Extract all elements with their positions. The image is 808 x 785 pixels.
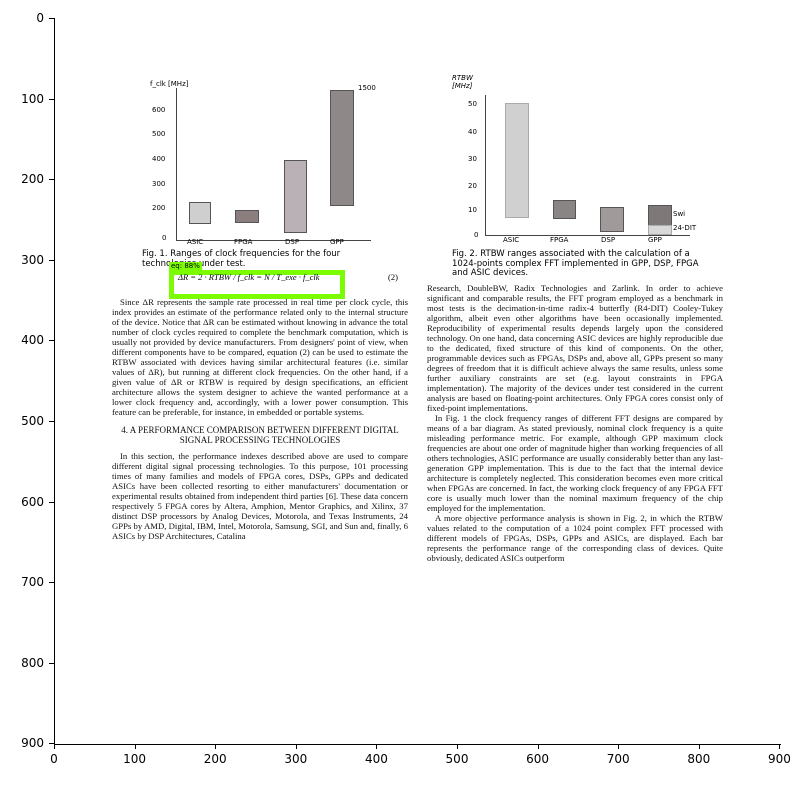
fig2-cat: FPGA [550, 236, 569, 244]
x-tick-mark [698, 744, 700, 749]
fig2-legend: Swi [673, 210, 686, 218]
y-tick-mark [49, 662, 54, 664]
fig2-xaxis [485, 235, 690, 236]
fig2-ylabel: RTBW [MHz] [452, 74, 473, 90]
x-tick-label: 900 [767, 752, 791, 766]
image-canvas [54, 18, 780, 744]
x-axis-line [54, 744, 781, 745]
fig2-cat: ASIC [503, 236, 520, 244]
y-tick-mark [49, 259, 54, 261]
fig1-yaxis [176, 88, 177, 240]
y-tick-label: 0 [36, 11, 44, 25]
y-tick-label: 400 [21, 333, 44, 348]
fig2-bar-fpga [553, 200, 576, 219]
fig1-bar-fpga [235, 210, 259, 223]
y-tick-label: 300 [21, 252, 44, 267]
equation-text: ΔR = 2 · RTBW / f_clk = N / T_exe · f_cl… [178, 272, 320, 282]
right-column: Research, DoubleBW, Radix Technologies a… [427, 283, 723, 563]
y-tick-label: 200 [21, 172, 44, 187]
fig2-ytick: 40 [468, 128, 477, 136]
fig2-ytick: 0 [474, 231, 479, 239]
right-paragraph-3: A more objective performance analysis is… [427, 513, 723, 563]
fig2-bar-gpp-lower [648, 225, 672, 235]
x-tick-label: 400 [364, 752, 388, 766]
equation-number: (2) [388, 272, 398, 282]
fig1-bar-dsp [284, 160, 307, 233]
section-heading: 4. A PERFORMANCE COMPARISON BETWEEN DIFF… [121, 425, 399, 445]
left-column: Since ΔR represents the sample rate proc… [112, 297, 408, 541]
fig1-cat: DSP [285, 238, 300, 246]
x-tick-mark [54, 744, 55, 749]
y-tick-label: 600 [21, 494, 44, 509]
x-tick-label: 700 [606, 752, 630, 766]
x-tick-label: 800 [687, 752, 711, 766]
y-tick-mark [49, 179, 54, 181]
equation: ΔR = 2 · RTBW / f_clk = N / T_exe · f_cl… [178, 272, 408, 282]
fig1-ylabel: f_clk [MHz] [150, 80, 189, 88]
fig1-cat: ASIC [187, 238, 204, 246]
y-tick-mark [49, 340, 54, 342]
x-tick-mark [376, 744, 378, 749]
fig2-bar-asic [505, 103, 529, 218]
detection-label: eq: 88% [169, 262, 202, 270]
x-tick-label: 100 [123, 752, 147, 766]
y-tick-label: 500 [21, 414, 44, 428]
fig1-xaxis [176, 240, 371, 241]
x-tick-label: 300 [284, 752, 308, 766]
fig1-bar-asic [189, 202, 211, 224]
x-tick-mark [457, 744, 458, 749]
y-tick-mark [49, 743, 54, 745]
fig2-bar-gpp [648, 205, 672, 227]
fig1-cat: FPGA [234, 238, 253, 246]
x-tick-label: 200 [203, 752, 227, 766]
y-tick-mark [49, 18, 54, 19]
fig1-ytick: 400 [152, 155, 166, 163]
fig2-cat: GPP [648, 236, 662, 244]
fig2-legend: 24-DIT [673, 224, 697, 232]
fig1-cat: GPP [330, 238, 344, 246]
fig2-ytick: 30 [468, 155, 477, 163]
y-axis-line [54, 18, 55, 745]
fig1-ytick: 600 [152, 106, 166, 114]
left-paragraph-1: Since ΔR represents the sample rate proc… [112, 297, 408, 417]
fig2-ytick: 50 [468, 100, 477, 108]
fig2-ytick: 10 [468, 206, 477, 214]
right-paragraph-2: In Fig. 1 the clock frequency ranges of … [427, 413, 723, 513]
fig2-ytick: 20 [468, 182, 477, 190]
x-tick-label: 0 [50, 752, 58, 766]
fig2-caption: Fig. 2. RTBW ranges associated with the … [452, 249, 699, 278]
fig1-ytick: 200 [152, 204, 166, 212]
x-tick-mark [295, 744, 297, 749]
fig1-ytick: 0 [162, 234, 167, 242]
x-tick-label: 500 [445, 752, 469, 766]
fig1-top-value: 1500 [358, 84, 376, 92]
y-tick-mark [49, 421, 54, 422]
left-paragraph-2: In this section, the performance indexes… [112, 451, 408, 541]
fig2-bar-dsp [600, 207, 624, 232]
x-tick-mark [618, 744, 620, 749]
fig2-yaxis [485, 95, 486, 235]
fig1-ytick: 500 [152, 130, 166, 138]
y-tick-mark [49, 501, 54, 503]
y-tick-label: 800 [21, 655, 44, 670]
x-tick-mark [134, 744, 136, 749]
fig1-ytick: 300 [152, 180, 166, 188]
fig2-cat: DSP [601, 236, 616, 244]
y-tick-mark [49, 98, 54, 100]
y-tick-label: 700 [21, 575, 44, 590]
x-tick-mark [537, 744, 539, 749]
detection-box [169, 270, 345, 299]
x-tick-mark [215, 744, 217, 749]
x-tick-mark [779, 744, 781, 749]
x-tick-label: 600 [526, 752, 550, 766]
fig1-bar-gpp [330, 90, 354, 206]
y-tick-label: 100 [21, 91, 44, 106]
y-tick-mark [49, 582, 54, 584]
y-tick-label: 900 [21, 736, 44, 751]
right-paragraph-1: Research, DoubleBW, Radix Technologies a… [427, 283, 723, 413]
